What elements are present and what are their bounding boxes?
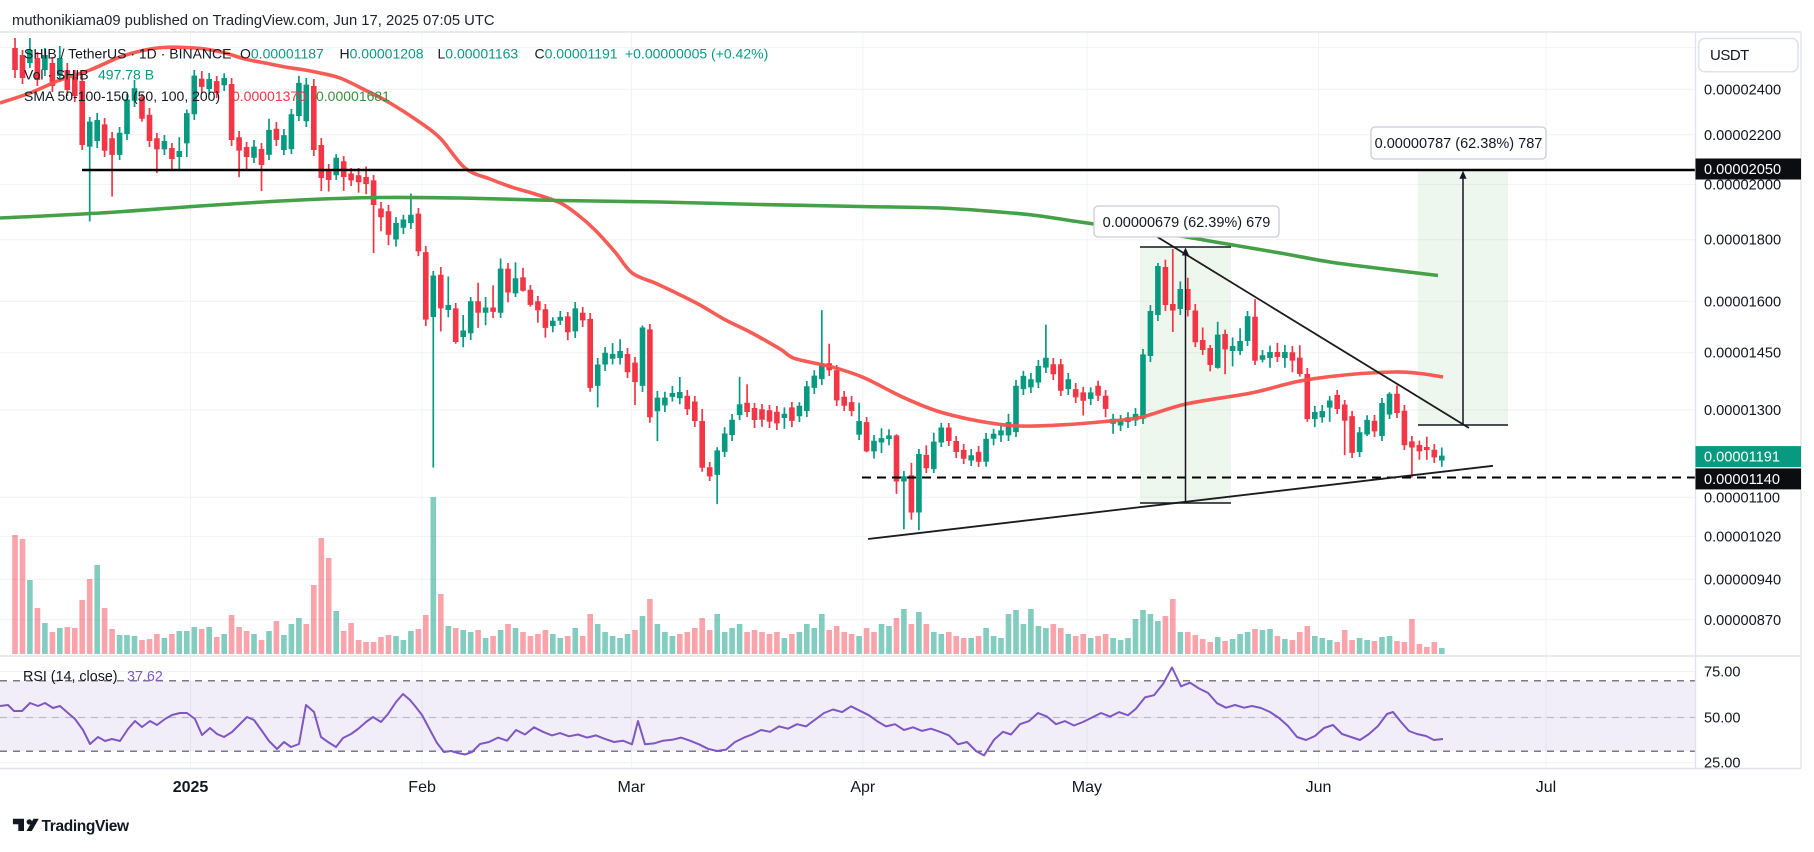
svg-text:2025: 2025	[173, 779, 209, 796]
svg-text:Jul: Jul	[1536, 779, 1556, 796]
svg-text:muthonikiama09 published on Tr: muthonikiama09 published on TradingView.…	[12, 13, 495, 29]
svg-text:0.00001800: 0.00001800	[1704, 233, 1781, 249]
svg-text:0.00000679 (62.39%) 679: 0.00000679 (62.39%) 679	[1103, 215, 1271, 231]
svg-text:37.62: 37.62	[127, 669, 163, 685]
svg-text:50.00: 50.00	[1704, 711, 1741, 727]
svg-text:497.78 B: 497.78 B	[98, 67, 154, 83]
svg-text:0.00001681: 0.00001681	[316, 88, 390, 104]
svg-text:May: May	[1072, 779, 1102, 796]
svg-text:Mar: Mar	[618, 779, 646, 796]
svg-text:0.00001020: 0.00001020	[1704, 530, 1781, 546]
svg-text:25.00: 25.00	[1704, 756, 1741, 772]
svg-text:0.00001300: 0.00001300	[1704, 403, 1781, 419]
svg-text:0.00002400: 0.00002400	[1704, 82, 1781, 98]
svg-text:0.00001450: 0.00001450	[1704, 346, 1781, 362]
svg-text:0.00002050: 0.00002050	[1704, 162, 1781, 178]
svg-text:SHIB / TetherUS · 1D · BINANCE: SHIB / TetherUS · 1D · BINANCE	[24, 46, 231, 62]
svg-text:0.00000940: 0.00000940	[1704, 572, 1781, 588]
svg-text:RSI (14, close): RSI (14, close)	[23, 669, 118, 685]
svg-text:0.00001140: 0.00001140	[1704, 472, 1780, 488]
svg-text:0.00000870: 0.00000870	[1704, 613, 1781, 629]
svg-text:Jun: Jun	[1306, 779, 1332, 796]
svg-text:0.00002000: 0.00002000	[1704, 178, 1781, 194]
svg-text:Feb: Feb	[408, 779, 436, 796]
svg-text:USDT: USDT	[1710, 47, 1749, 64]
svg-text:TradingView: TradingView	[42, 818, 130, 835]
svg-text:Apr: Apr	[850, 779, 876, 796]
svg-text:0.00000787 (62.38%) 787: 0.00000787 (62.38%) 787	[1375, 136, 1543, 152]
svg-text:0.00001100: 0.00001100	[1704, 490, 1780, 506]
svg-text:0.00001191: 0.00001191	[1704, 450, 1780, 466]
svg-text:0.00001370: 0.00001370	[232, 88, 306, 104]
svg-text:0.00002200: 0.00002200	[1704, 128, 1781, 144]
svg-text:75.00: 75.00	[1704, 665, 1741, 681]
svg-text:0.00001600: 0.00001600	[1704, 294, 1781, 310]
svg-text:SMA 50-100-150 (50, 100, 200): SMA 50-100-150 (50, 100, 200)	[24, 88, 220, 104]
svg-text:Vol · SHIB: Vol · SHIB	[24, 67, 89, 83]
